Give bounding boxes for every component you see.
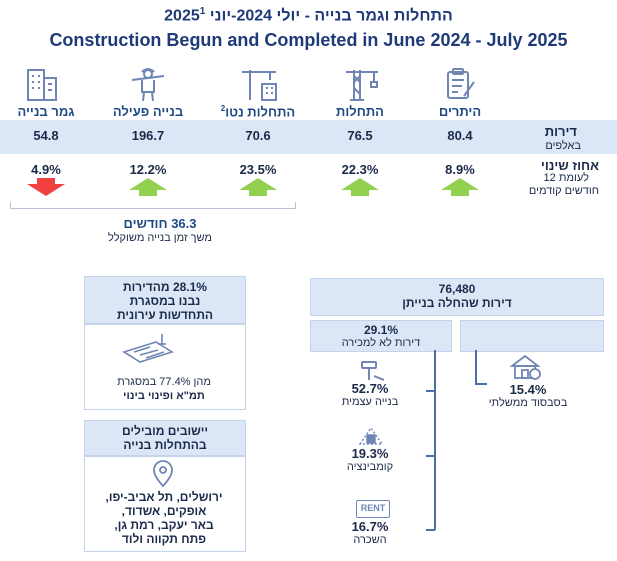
not-for-sale-box: 29.1% דירות לא למכירה (310, 320, 452, 352)
government-value: 15.4% (509, 382, 547, 397)
value-active: 196.7 (131, 128, 165, 143)
row-sub-change-1: לעומת 12 (543, 172, 589, 184)
urban-renewal-sub2: תמ"א ופינוי בינוי (123, 390, 205, 402)
hammer-icon (356, 360, 386, 382)
title-english: Construction Begun and Completed in June… (49, 30, 568, 50)
value-starts: 76.5 (347, 128, 373, 143)
self-build-label: בנייה עצמית (341, 396, 399, 408)
permits-clipboard-icon (440, 66, 480, 102)
house-subsidy-icon (508, 354, 542, 380)
crane-building-icon (240, 66, 280, 102)
self-build-value: 52.7% (351, 381, 389, 396)
map-pin-icon (150, 460, 176, 488)
urban-renewal-sub1: מהן 77.4% במסגרת (117, 376, 211, 388)
row-sub-thousands: באלפים (545, 140, 581, 152)
row-label-apartments: דירות (544, 124, 577, 139)
value-permits: 80.4 (447, 128, 473, 143)
up-arrow-icon (341, 178, 379, 196)
localities-line4: פתח תקווה ולוד (121, 532, 207, 546)
combination-label: קומבינציה (346, 461, 394, 473)
change-completed: 4.9% (31, 162, 61, 177)
change-active: 12.2% (129, 162, 167, 177)
up-arrow-icon (129, 178, 167, 196)
building-icon (22, 66, 62, 102)
blueprint-icon (120, 330, 176, 366)
value-net-starts: 70.6 (245, 128, 271, 143)
down-arrow-icon (27, 178, 65, 196)
urban-renewal-line3: התחדשות עירונית (116, 308, 214, 322)
combination-value: 19.3% (351, 446, 389, 461)
localities-line2: אופקים, אשדוד, (121, 504, 207, 518)
urban-renewal-line1: 28.1% מהדירות (123, 280, 207, 294)
not-for-sale-label: דירות לא למכירה (341, 337, 421, 349)
urban-renewal-panel (84, 324, 246, 410)
started-header: 76,480 דירות שהחלה בנייתן (310, 278, 604, 316)
started-label: דירות שהחלה בנייתן (402, 296, 512, 310)
connector-line (426, 529, 435, 531)
rental-value: 16.7% (351, 519, 389, 534)
crane-icon (340, 66, 380, 102)
connector-line (426, 455, 435, 457)
house-grid-icon (356, 424, 386, 446)
column-label-net-starts: התחלות נטו2 (220, 104, 296, 120)
rent-sign-icon: RENT (356, 500, 390, 518)
duration-label: משך זמן בנייה משוקלל (108, 232, 212, 244)
not-for-sale-value: 29.1% (363, 323, 399, 337)
up-arrow-icon (239, 178, 277, 196)
rental-label: השכרה (353, 534, 387, 546)
row-sub-change-2: חודשים קודמים (528, 185, 599, 197)
government-box (460, 320, 604, 352)
connector-line (434, 350, 436, 530)
duration-bracket (10, 202, 296, 209)
connector-line (426, 390, 435, 392)
column-label-active: בנייה פעילה (112, 104, 184, 119)
urban-renewal-header: 28.1% מהדירות נבנו במסגרת התחדשות עירוני… (84, 276, 246, 324)
localities-line3: באר יעקב, רמת גן, (114, 518, 214, 532)
title-hebrew: התחלות וגמר בנייה - יולי 2024-יוני 20251 (164, 6, 453, 25)
column-label-completed: גמר בנייה (17, 104, 75, 119)
change-net-starts: 23.5% (239, 162, 277, 177)
change-starts: 22.3% (341, 162, 379, 177)
localities-title1: יישובים מובילים (121, 424, 209, 438)
localities-line1: ירושלים, תל אביב-יפו, (105, 490, 223, 504)
change-permits: 8.9% (445, 162, 475, 177)
apartments-band (0, 120, 617, 154)
government-label: בסבסוד ממשלתי (488, 397, 568, 409)
row-label-change: אחוז שינוי (540, 158, 599, 173)
localities-title2: בהתחלות בנייה (123, 438, 207, 452)
connector-line (475, 383, 487, 385)
worker-icon (128, 66, 168, 102)
localities-header: יישובים מובילים בהתחלות בנייה (84, 420, 246, 456)
duration-value: 36.3 חודשים (123, 216, 197, 231)
urban-renewal-line2: נבנו במסגרת (129, 294, 201, 308)
column-label-starts: התחלות (336, 104, 384, 119)
column-label-permits: היתרים (438, 104, 482, 119)
value-completed: 54.8 (33, 128, 59, 143)
started-value: 76,480 (438, 282, 476, 296)
connector-line (475, 350, 477, 384)
up-arrow-icon (441, 178, 479, 196)
